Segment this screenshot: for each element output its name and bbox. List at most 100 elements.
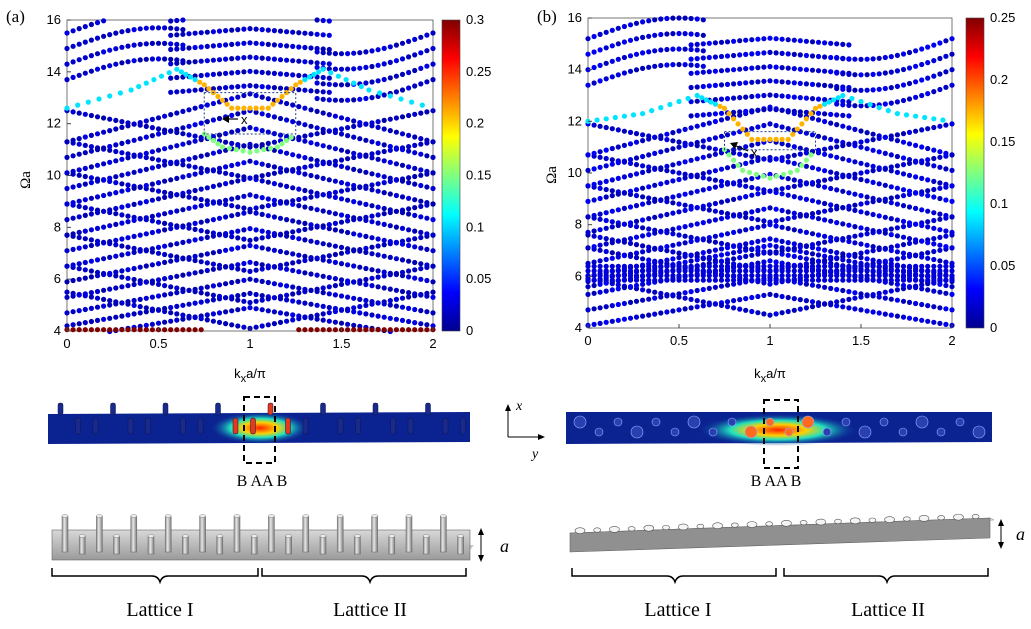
bulk-band-point [633, 187, 640, 193]
bulk-band-point [767, 121, 773, 127]
bulk-band-point [229, 265, 235, 271]
bulk-band-point [627, 68, 634, 74]
y-tick-label: 12 [568, 113, 582, 128]
flat-band-point [694, 263, 700, 269]
bulk-band-point [308, 313, 314, 319]
bulk-band-point [621, 253, 628, 259]
bulk-band-point [737, 52, 743, 58]
bulk-band-point [864, 130, 870, 136]
bulk-band-point [320, 143, 326, 149]
bulk-band-point [670, 194, 676, 200]
bulk-band-point [591, 244, 597, 250]
bulk-band-point [846, 113, 852, 119]
bulk-band-point [749, 153, 755, 160]
bulk-band-point [64, 30, 70, 36]
bulk-band-point [424, 277, 430, 284]
edge-mode-point [366, 87, 372, 93]
bulk-band-point [615, 286, 621, 292]
bulk-band-point [314, 286, 320, 292]
bottom-mode-point [143, 327, 149, 333]
bulk-band-point [107, 239, 113, 245]
bulk-band-point [749, 240, 755, 246]
bulk-band-point [216, 282, 223, 288]
edge-mode-point [192, 77, 198, 83]
bulk-band-point [210, 100, 216, 107]
bulk-band-point [621, 128, 628, 134]
bulk-band-point [743, 183, 749, 189]
bulk-band-point [94, 295, 101, 301]
bulk-band-point [137, 136, 143, 142]
bulk-band-point [326, 177, 332, 183]
bulk-band-point [204, 260, 210, 266]
bulk-band-point [94, 178, 101, 184]
bottom-mode-point [387, 327, 393, 333]
bulk-band-point [357, 120, 363, 126]
bulk-band-point [399, 178, 406, 184]
bulk-band-point [143, 215, 149, 221]
edge-mode-point [667, 101, 673, 108]
field-hole [670, 427, 680, 437]
bulk-band-point [876, 71, 882, 77]
flat-band-point [652, 268, 658, 274]
bulk-band-point [204, 102, 210, 108]
bulk-band-point [235, 55, 241, 61]
bulk-band-point [767, 312, 773, 318]
bulk-band-point [162, 40, 168, 47]
bulk-band-point [828, 185, 834, 192]
bulk-band-point [131, 137, 137, 143]
bulk-band-point [430, 61, 436, 67]
field-pillar [267, 402, 274, 416]
bulk-band-point [412, 267, 418, 273]
bulk-band-point [375, 220, 381, 226]
geometry-pillar [199, 515, 206, 553]
bulk-band-point [418, 182, 424, 189]
geometry-pillar [250, 535, 258, 555]
bulk-band-point [204, 284, 210, 290]
bulk-band-point [815, 82, 822, 88]
bulk-band-point [737, 244, 743, 250]
panel-a-marker-arrow: x [222, 112, 248, 127]
bulk-band-point [210, 292, 216, 298]
panel-a-unitcell-box [243, 396, 276, 464]
bulk-band-point [688, 203, 694, 209]
bulk-band-point [646, 200, 652, 206]
bulk-band-point [658, 16, 664, 22]
bulk-band-point [326, 50, 332, 56]
bottom-mode-point [137, 327, 143, 333]
bulk-band-point [265, 41, 271, 48]
flat-band-point [809, 273, 816, 279]
bulk-band-point [174, 161, 180, 167]
bulk-band-point [937, 195, 943, 202]
bulk-band-point [88, 268, 94, 274]
bulk-band-point [591, 282, 597, 289]
bulk-band-point [88, 175, 94, 181]
bulk-band-point [107, 31, 113, 38]
bulk-band-point [94, 317, 101, 323]
edge-mode-point [387, 93, 393, 99]
bulk-band-point [162, 276, 168, 282]
bulk-band-point [694, 84, 700, 90]
colorbar-tick-label: 0.15 [466, 168, 491, 183]
bulk-band-point [247, 26, 253, 32]
bulk-band-point [943, 38, 949, 44]
edge-mode-point [166, 70, 172, 76]
bulk-band-point [755, 141, 761, 147]
bulk-band-point [338, 82, 345, 88]
flat-band-point [652, 277, 658, 283]
bulk-band-point [296, 252, 302, 258]
bulk-band-point [241, 291, 247, 298]
panel-b-lattice-1-label: Lattice I [644, 599, 711, 621]
bulk-band-point [737, 255, 743, 261]
bulk-band-point [296, 30, 302, 36]
bulk-band-point [900, 171, 907, 177]
field-pillar [145, 417, 151, 435]
bulk-band-point [381, 174, 387, 180]
bulk-band-point [168, 177, 174, 183]
bulk-band-point [265, 234, 271, 240]
bulk-band-point [731, 150, 737, 156]
bulk-band-point [894, 153, 901, 160]
bulk-band-point [864, 242, 870, 248]
bulk-band-point [913, 63, 919, 69]
bulk-band-point [852, 126, 858, 132]
bulk-band-point [743, 108, 749, 114]
